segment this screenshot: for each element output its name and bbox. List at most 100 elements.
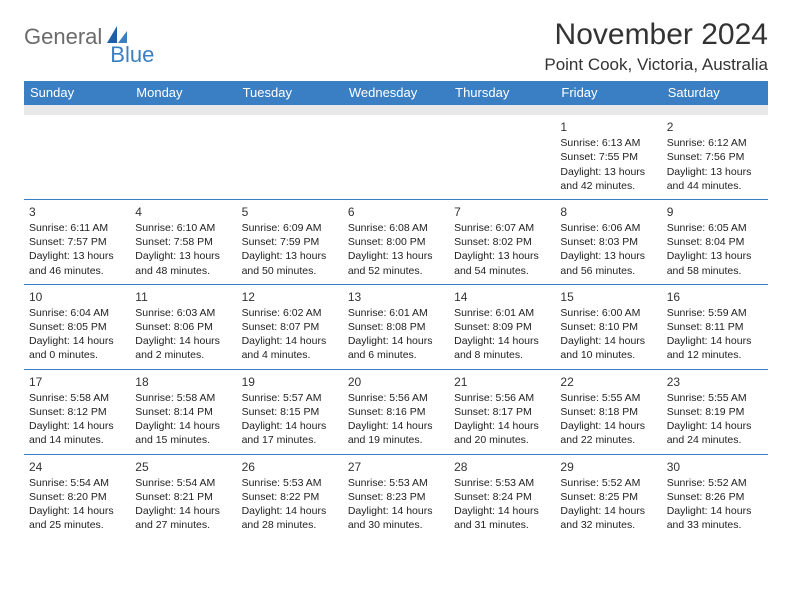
sunrise-text: Sunrise: 6:01 AM xyxy=(348,306,444,320)
sunset-text: Sunset: 8:21 PM xyxy=(135,490,231,504)
sunset-text: Sunset: 8:10 PM xyxy=(560,320,656,334)
daylight-text: Daylight: 14 hours xyxy=(560,419,656,433)
daylight-text: Daylight: 14 hours xyxy=(135,334,231,348)
day-number: 28 xyxy=(454,459,550,475)
sunset-text: Sunset: 8:22 PM xyxy=(242,490,338,504)
calendar-week-row: 24Sunrise: 5:54 AMSunset: 8:20 PMDayligh… xyxy=(24,454,768,538)
calendar-cell: 16Sunrise: 5:59 AMSunset: 8:11 PMDayligh… xyxy=(662,284,768,369)
daylight-text: and 24 minutes. xyxy=(667,433,763,447)
month-title: November 2024 xyxy=(544,18,768,51)
calendar-cell: 29Sunrise: 5:52 AMSunset: 8:25 PMDayligh… xyxy=(555,454,661,538)
daylight-text: and 32 minutes. xyxy=(560,518,656,532)
day-header: Tuesday xyxy=(237,81,343,105)
sunset-text: Sunset: 7:55 PM xyxy=(560,150,656,164)
calendar-cell xyxy=(130,115,236,199)
sunrise-text: Sunrise: 5:55 AM xyxy=(560,391,656,405)
daylight-text: Daylight: 13 hours xyxy=(667,165,763,179)
daylight-text: Daylight: 14 hours xyxy=(454,504,550,518)
calendar-cell: 28Sunrise: 5:53 AMSunset: 8:24 PMDayligh… xyxy=(449,454,555,538)
calendar-cell: 19Sunrise: 5:57 AMSunset: 8:15 PMDayligh… xyxy=(237,369,343,454)
daylight-text: Daylight: 13 hours xyxy=(667,249,763,263)
daylight-text: Daylight: 14 hours xyxy=(135,504,231,518)
day-number: 12 xyxy=(242,289,338,305)
daylight-text: Daylight: 14 hours xyxy=(242,334,338,348)
daylight-text: and 4 minutes. xyxy=(242,348,338,362)
sunset-text: Sunset: 8:23 PM xyxy=(348,490,444,504)
day-number: 10 xyxy=(29,289,125,305)
sunset-text: Sunset: 8:19 PM xyxy=(667,405,763,419)
sunrise-text: Sunrise: 6:07 AM xyxy=(454,221,550,235)
calendar-cell: 5Sunrise: 6:09 AMSunset: 7:59 PMDaylight… xyxy=(237,199,343,284)
daylight-text: and 22 minutes. xyxy=(560,433,656,447)
daylight-text: and 42 minutes. xyxy=(560,179,656,193)
sunset-text: Sunset: 8:06 PM xyxy=(135,320,231,334)
calendar-week-row: 3Sunrise: 6:11 AMSunset: 7:57 PMDaylight… xyxy=(24,199,768,284)
sunrise-text: Sunrise: 5:55 AM xyxy=(667,391,763,405)
daylight-text: and 2 minutes. xyxy=(135,348,231,362)
calendar-cell: 13Sunrise: 6:01 AMSunset: 8:08 PMDayligh… xyxy=(343,284,449,369)
sunset-text: Sunset: 8:16 PM xyxy=(348,405,444,419)
sunrise-text: Sunrise: 6:13 AM xyxy=(560,136,656,150)
day-number: 11 xyxy=(135,289,231,305)
daylight-text: Daylight: 14 hours xyxy=(29,334,125,348)
calendar-cell: 15Sunrise: 6:00 AMSunset: 8:10 PMDayligh… xyxy=(555,284,661,369)
sunrise-text: Sunrise: 5:52 AM xyxy=(560,476,656,490)
day-number: 25 xyxy=(135,459,231,475)
sunset-text: Sunset: 8:09 PM xyxy=(454,320,550,334)
sunset-text: Sunset: 8:11 PM xyxy=(667,320,763,334)
daylight-text: and 46 minutes. xyxy=(29,264,125,278)
daylight-text: and 50 minutes. xyxy=(242,264,338,278)
brand-part2: Blue xyxy=(110,42,154,68)
calendar-cell: 20Sunrise: 5:56 AMSunset: 8:16 PMDayligh… xyxy=(343,369,449,454)
daylight-text: Daylight: 13 hours xyxy=(454,249,550,263)
sunset-text: Sunset: 7:58 PM xyxy=(135,235,231,249)
daylight-text: and 14 minutes. xyxy=(29,433,125,447)
daylight-text: Daylight: 14 hours xyxy=(29,504,125,518)
day-number: 18 xyxy=(135,374,231,390)
header: General Blue November 2024 Point Cook, V… xyxy=(24,18,768,75)
daylight-text: Daylight: 14 hours xyxy=(454,334,550,348)
calendar-cell: 11Sunrise: 6:03 AMSunset: 8:06 PMDayligh… xyxy=(130,284,236,369)
day-number: 7 xyxy=(454,204,550,220)
calendar-cell: 4Sunrise: 6:10 AMSunset: 7:58 PMDaylight… xyxy=(130,199,236,284)
daylight-text: and 10 minutes. xyxy=(560,348,656,362)
daylight-text: Daylight: 14 hours xyxy=(29,419,125,433)
day-header-row: Sunday Monday Tuesday Wednesday Thursday… xyxy=(24,81,768,105)
daylight-text: Daylight: 14 hours xyxy=(348,504,444,518)
daylight-text: Daylight: 14 hours xyxy=(667,334,763,348)
sunset-text: Sunset: 8:08 PM xyxy=(348,320,444,334)
calendar-cell: 22Sunrise: 5:55 AMSunset: 8:18 PMDayligh… xyxy=(555,369,661,454)
calendar-week-row: 1Sunrise: 6:13 AMSunset: 7:55 PM Daylight… xyxy=(24,115,768,199)
daylight-text: and 33 minutes. xyxy=(667,518,763,532)
daylight-text: Daylight: 14 hours xyxy=(560,504,656,518)
sunset-text: Sunset: 8:05 PM xyxy=(29,320,125,334)
daylight-text: and 30 minutes. xyxy=(348,518,444,532)
calendar-cell: 21Sunrise: 5:56 AMSunset: 8:17 PMDayligh… xyxy=(449,369,555,454)
sunrise-text: Sunrise: 6:00 AM xyxy=(560,306,656,320)
sunrise-text: Sunrise: 6:12 AM xyxy=(667,136,763,150)
sunrise-text: Sunrise: 5:56 AM xyxy=(348,391,444,405)
sunrise-text: Sunrise: 6:09 AM xyxy=(242,221,338,235)
calendar-week-row: 10Sunrise: 6:04 AMSunset: 8:05 PMDayligh… xyxy=(24,284,768,369)
day-number: 8 xyxy=(560,204,656,220)
daylight-text: Daylight: 14 hours xyxy=(348,419,444,433)
day-number: 27 xyxy=(348,459,444,475)
calendar-cell: 8Sunrise: 6:06 AMSunset: 8:03 PMDaylight… xyxy=(555,199,661,284)
sunset-text: Sunset: 8:15 PM xyxy=(242,405,338,419)
sunset-text: Sunset: 8:03 PM xyxy=(560,235,656,249)
daylight-text: Daylight: 13 hours xyxy=(242,249,338,263)
daylight-text: Daylight: 13 hours xyxy=(348,249,444,263)
calendar-cell: 10Sunrise: 6:04 AMSunset: 8:05 PMDayligh… xyxy=(24,284,130,369)
sunset-text: Sunset: 8:18 PM xyxy=(560,405,656,419)
sunset-text: Sunset: 8:20 PM xyxy=(29,490,125,504)
daylight-text: and 48 minutes. xyxy=(135,264,231,278)
day-number: 1 xyxy=(560,119,656,135)
sunset-text: Sunset: 8:26 PM xyxy=(667,490,763,504)
sunset-text: Sunset: 7:56 PM xyxy=(667,150,763,164)
daylight-text: and 19 minutes. xyxy=(348,433,444,447)
day-number: 5 xyxy=(242,204,338,220)
day-header: Thursday xyxy=(449,81,555,105)
daylight-text: Daylight: 14 hours xyxy=(135,419,231,433)
day-number: 3 xyxy=(29,204,125,220)
daylight-text: and 44 minutes. xyxy=(667,179,763,193)
